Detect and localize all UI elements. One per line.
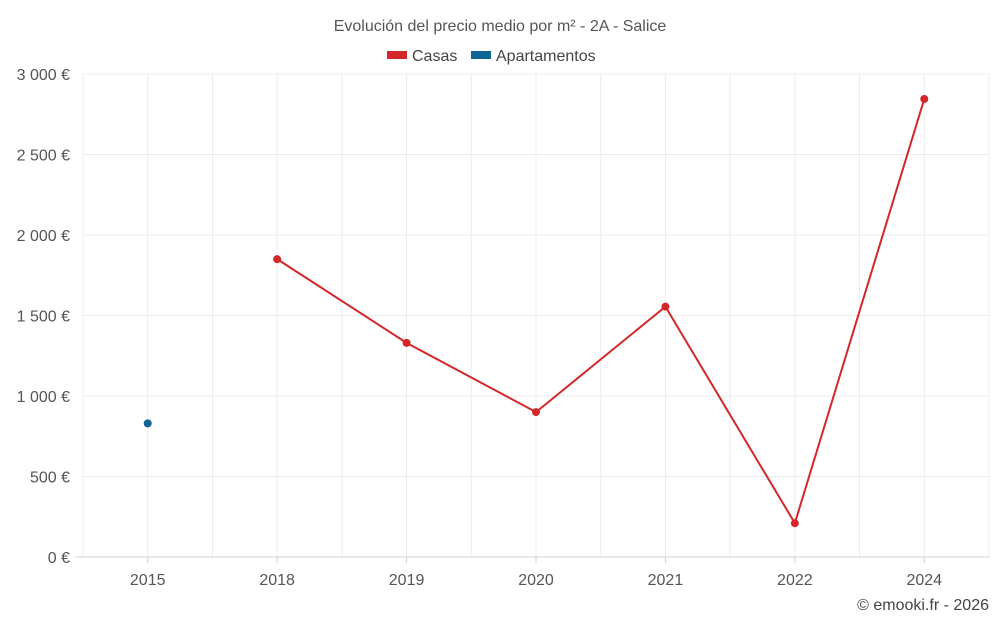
x-tick-label: 2022 bbox=[777, 572, 813, 589]
chart-title: Evolución del precio medio por m² - 2A -… bbox=[334, 18, 667, 35]
data-point-casas[interactable] bbox=[532, 408, 540, 417]
credit-text: © emooki.fr - 2026 bbox=[857, 597, 989, 614]
y-tick-label: 0 € bbox=[48, 550, 70, 567]
axes: 0 € 500 € 1 000 € 1 500 € 2 000 € 2 500 € 3 00… bbox=[17, 67, 989, 589]
legend: Casas Apartamentos bbox=[387, 48, 596, 65]
x-tick-label: 2015 bbox=[130, 572, 166, 589]
x-tick-label: 2024 bbox=[906, 572, 942, 589]
x-tick-label: 2018 bbox=[259, 572, 295, 589]
y-tick-label: 3 000 € bbox=[17, 67, 70, 84]
data-point-casas[interactable] bbox=[790, 519, 799, 528]
series-line-casas bbox=[276, 98, 926, 526]
legend-swatch-casas[interactable] bbox=[387, 51, 407, 59]
y-tick-label: 1 500 € bbox=[17, 309, 70, 326]
data-point-casas[interactable] bbox=[273, 255, 282, 264]
y-tick-label: 2 000 € bbox=[17, 228, 70, 245]
y-tick-label: 1 000 € bbox=[17, 389, 70, 406]
legend-label-apartamentos[interactable]: Apartamentos bbox=[496, 48, 596, 65]
x-tick-label: 2021 bbox=[648, 572, 684, 589]
y-tick-label: 2 500 € bbox=[17, 148, 70, 165]
data-point-casas[interactable] bbox=[402, 338, 411, 347]
data-point-casas[interactable] bbox=[920, 94, 929, 103]
y-tick-label: 500 € bbox=[30, 470, 70, 487]
legend-label-casas[interactable]: Casas bbox=[412, 48, 457, 65]
x-tick-label: 2020 bbox=[518, 572, 554, 589]
data-point-casas[interactable] bbox=[661, 302, 670, 311]
x-tick-label: 2019 bbox=[389, 572, 425, 589]
data-point-apartamentos[interactable] bbox=[143, 419, 152, 428]
series bbox=[143, 94, 929, 528]
legend-swatch-apartamentos[interactable] bbox=[471, 51, 491, 59]
grid bbox=[82, 73, 990, 557]
